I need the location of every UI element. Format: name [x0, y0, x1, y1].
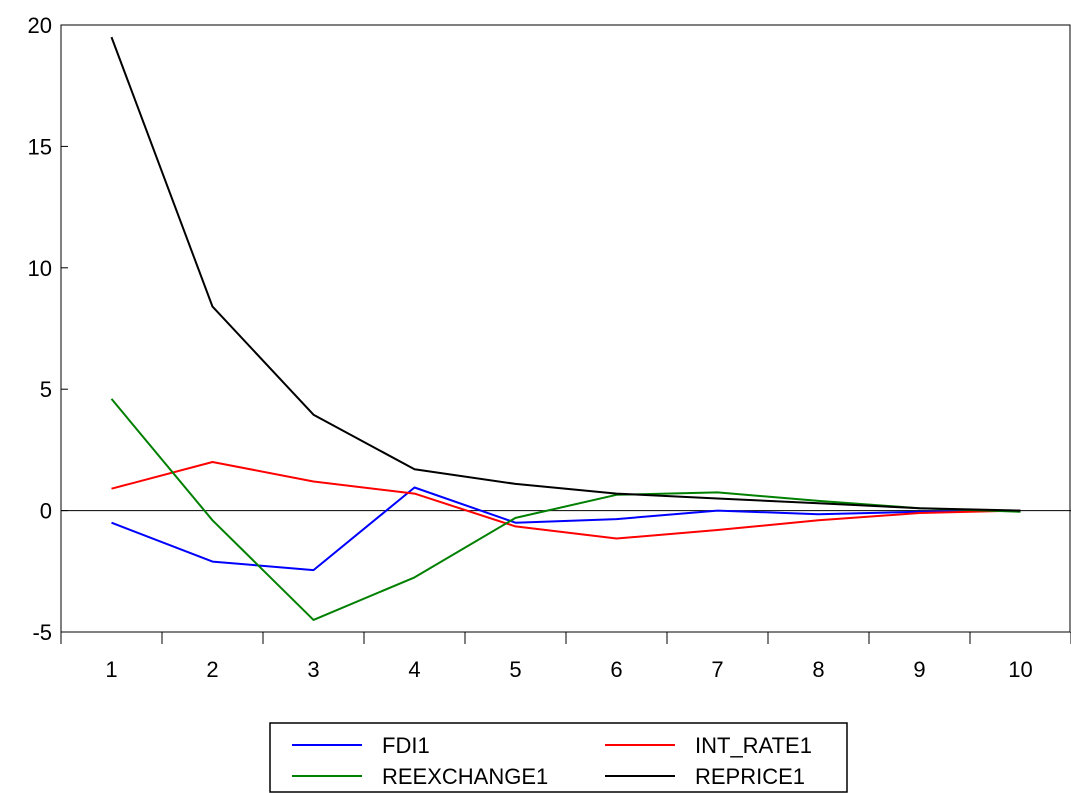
y-tick-label: 15 — [28, 134, 52, 159]
legend-label: INT_RATE1 — [695, 733, 812, 758]
legend-label: REEXCHANGE1 — [382, 764, 548, 789]
series-line-reexchange1 — [110, 398, 1021, 621]
y-tick-label: 10 — [28, 256, 52, 281]
y-tick-label: 0 — [40, 499, 52, 524]
legend-box — [269, 722, 848, 793]
plot-frame — [60, 24, 1071, 633]
series-line-int-rate1 — [111, 461, 1021, 540]
x-tick-label: 5 — [509, 657, 521, 682]
y-tick-label: 5 — [40, 377, 52, 402]
y-axis: -5 0 5 10 15 20 — [28, 13, 68, 645]
x-tick-label: 6 — [610, 657, 622, 682]
y-tick-label: 20 — [28, 13, 52, 38]
x-tick-label: 4 — [408, 657, 420, 682]
series-lines — [110, 36, 1021, 621]
x-tick-label: 9 — [913, 657, 925, 682]
y-tick-label: -5 — [32, 620, 52, 645]
x-axis: 1 2 3 4 5 6 7 8 9 10 — [60, 632, 1071, 682]
x-tick-label: 10 — [1008, 657, 1032, 682]
x-tick-label: 2 — [206, 657, 218, 682]
plot-border — [60, 24, 1071, 633]
x-tick-label: 1 — [105, 657, 117, 682]
legend: FDI1 INT_RATE1 REEXCHANGE1 REPRICE1 — [269, 722, 848, 793]
x-tick-label: 7 — [711, 657, 723, 682]
legend-label: FDI1 — [382, 733, 430, 758]
series-line-reprice1 — [110, 36, 1021, 512]
series-line-fdi1 — [111, 486, 1021, 572]
legend-label: REPRICE1 — [695, 764, 805, 789]
x-tick-label: 8 — [812, 657, 824, 682]
x-tick-label: 3 — [307, 657, 319, 682]
